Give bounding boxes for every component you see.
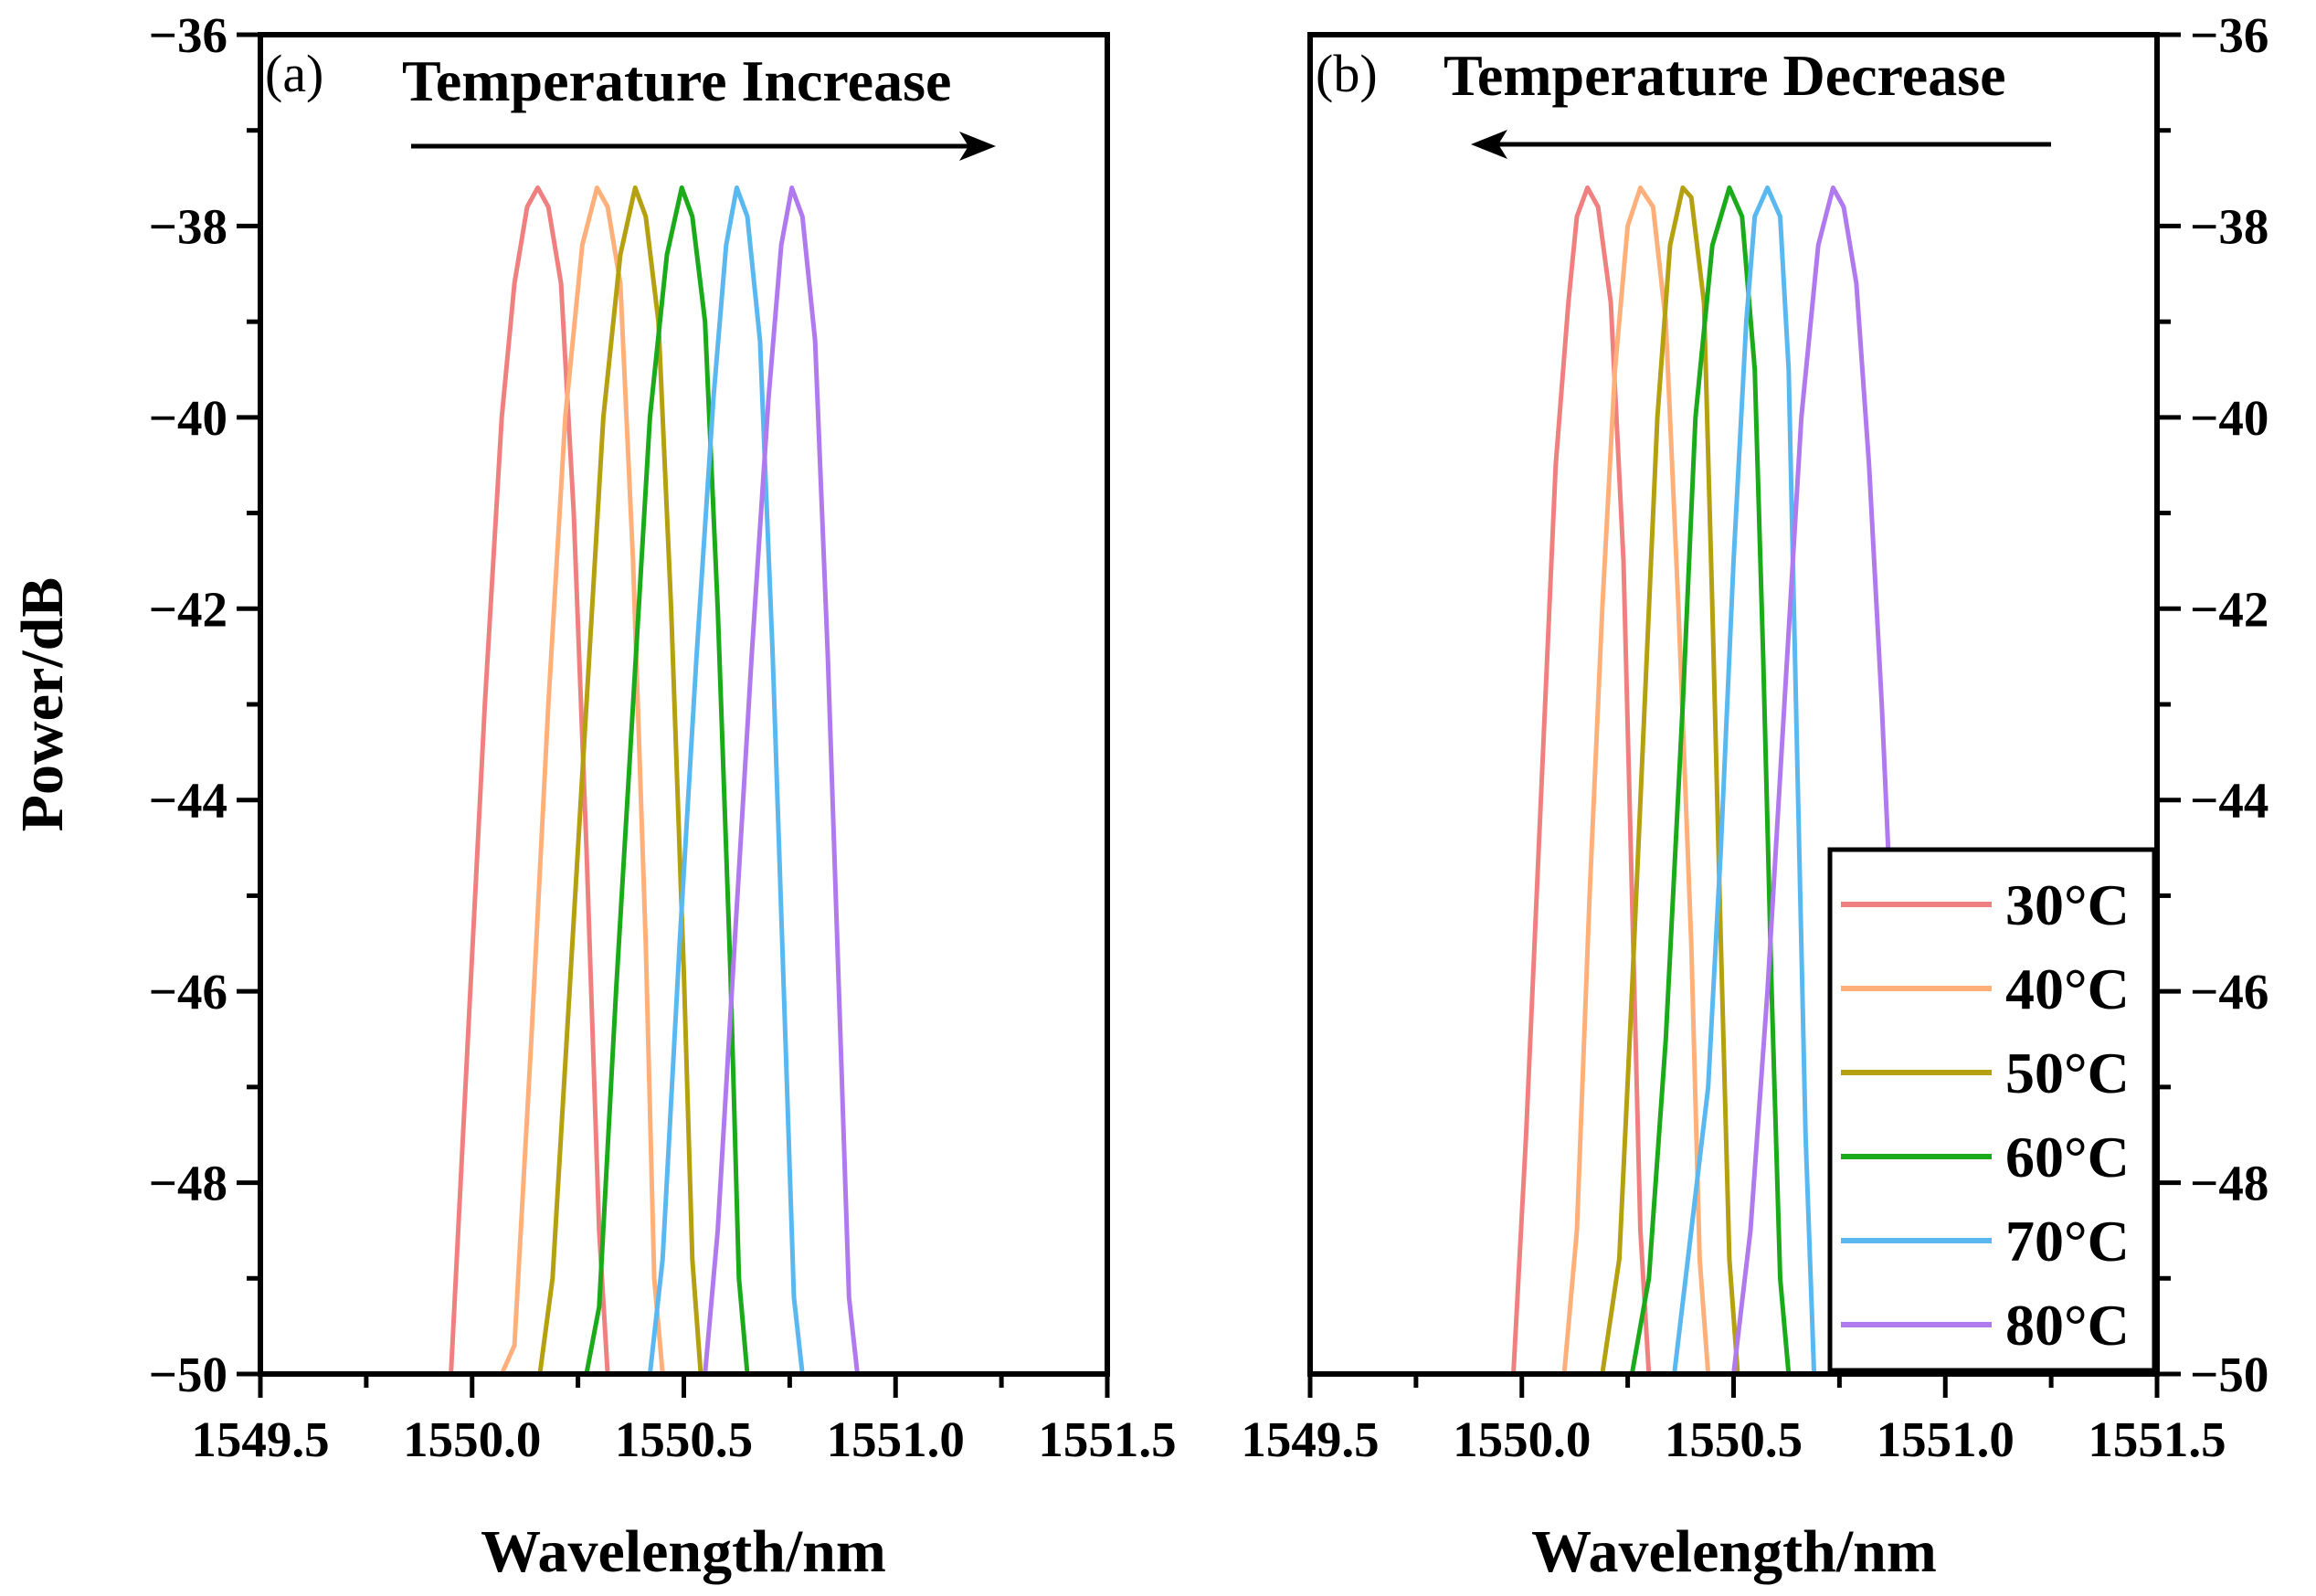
panel-label-b: (b) <box>1316 44 1378 103</box>
series-line-6 <box>1731 185 1893 1374</box>
legend-label: 30°C <box>2005 872 2130 937</box>
legend-label: 80°C <box>2005 1293 2130 1358</box>
y-tick-label: −44 <box>2190 773 2268 829</box>
y-tick-label: −42 <box>2190 581 2268 637</box>
x-axis-title-b: Wavelength/nm <box>1531 1518 1937 1585</box>
legend: 30°C 40°C 50°C 60°C 70°C 80°C <box>1827 847 2157 1373</box>
series-line-3 <box>1600 185 1740 1374</box>
series-line-1 <box>1511 185 1652 1374</box>
series-line-1 <box>449 185 610 1374</box>
y-tick-label: −50 <box>2190 1347 2268 1402</box>
y-tick-label: −36 <box>149 7 227 63</box>
y-tick-label: −42 <box>149 581 227 637</box>
x-tick-label: 1551.5 <box>2088 1411 2226 1467</box>
panel-a: 1549.5 1550.0 1550.5 1551.0 1551.5 −50 −48 −46 −… <box>9 7 1177 1585</box>
series-line-4 <box>1629 185 1792 1374</box>
series-line-5 <box>647 185 805 1374</box>
x-tick-label: 1551.5 <box>1038 1411 1176 1467</box>
legend-label: 50°C <box>2005 1041 2130 1105</box>
y-tick-label: −38 <box>149 198 227 254</box>
plot-frame-a <box>258 32 1110 1377</box>
series-line-4 <box>584 185 750 1374</box>
y-axis-title: Power/dB <box>9 577 76 832</box>
x-tick-label: 1549.5 <box>1241 1411 1379 1467</box>
x-axis-title-a: Wavelength/nm <box>481 1518 886 1585</box>
direction-arrow-left <box>1471 130 2051 159</box>
direction-arrow-right <box>411 132 996 161</box>
y-tick-label: −46 <box>149 964 227 1020</box>
y-tick-label: −40 <box>2190 390 2268 446</box>
y-tick-label: −44 <box>149 773 227 829</box>
legend-label: 40°C <box>2005 957 2130 1021</box>
x-tick-label: 1551.0 <box>1877 1411 2015 1467</box>
y-tick-label: −48 <box>2190 1156 2268 1211</box>
x-tick-label: 1550.5 <box>615 1411 753 1467</box>
panel-b: 1549.5 1550.0 1550.5 1551.0 1551.5 −50 −48 −46 −… <box>1241 7 2268 1585</box>
y-tick-label: −40 <box>149 390 227 446</box>
x-tick-label: 1549.5 <box>191 1411 329 1467</box>
series-line-3 <box>537 185 703 1374</box>
x-tick-label: 1550.5 <box>1665 1411 1803 1467</box>
y-tick-label: −36 <box>2190 7 2268 63</box>
series-line-2 <box>1561 185 1711 1374</box>
x-tick-label: 1550.0 <box>1453 1411 1591 1467</box>
legend-label: 60°C <box>2005 1125 2130 1189</box>
legend-label: 70°C <box>2005 1209 2130 1274</box>
y-tick-label: −46 <box>2190 964 2268 1020</box>
panel-label-a: (a) <box>265 44 323 103</box>
series-line-5 <box>1672 185 1817 1374</box>
legend-box <box>1827 847 2157 1373</box>
y-tick-label: −50 <box>149 1347 227 1402</box>
panel-title-b: Temperature Decrease <box>1444 43 2006 108</box>
x-tick-label: 1551.0 <box>827 1411 965 1467</box>
panel-title-a: Temperature Increase <box>402 48 951 113</box>
series-line-2 <box>499 185 665 1374</box>
series-line-6 <box>703 185 860 1374</box>
y-tick-label: −38 <box>2190 198 2268 254</box>
x-tick-label: 1550.0 <box>403 1411 541 1467</box>
y-tick-label: −48 <box>149 1156 227 1211</box>
